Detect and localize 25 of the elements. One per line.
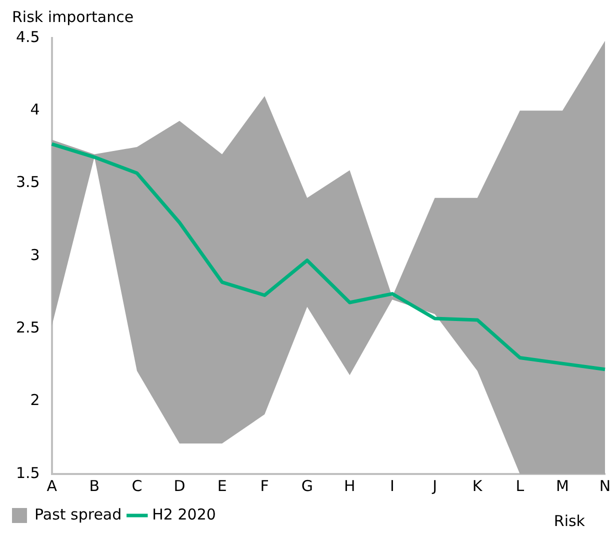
x-tick-label: F (260, 476, 269, 495)
x-tick-label: I (390, 476, 394, 495)
x-tick-label: G (301, 476, 313, 495)
y-axis-title: Risk importance (12, 8, 134, 26)
x-tick-label: E (217, 476, 227, 495)
x-tick-label: C (132, 476, 142, 495)
legend-label: H2 2020 (152, 505, 216, 524)
x-tick-label: J (432, 476, 438, 495)
y-tick-label: 2 (30, 391, 40, 410)
x-tick-label: N (599, 476, 611, 495)
y-tick-label: 1.5 (16, 464, 40, 482)
x-tick-label: L (516, 476, 525, 495)
x-tick-label: B (89, 476, 100, 495)
legend-label: Past spread (34, 505, 122, 524)
y-tick-label: 3.5 (16, 173, 40, 192)
x-tick-label: H (344, 476, 356, 495)
x-tick-label: A (46, 476, 58, 495)
x-axis-title: Risk (554, 512, 585, 530)
x-tick-label: M (556, 476, 569, 495)
y-tick-label: 4 (30, 100, 40, 119)
x-tick-label: D (174, 476, 186, 495)
y-tick-label: 3 (30, 246, 40, 264)
y-tick-label: 2.5 (16, 318, 40, 337)
y-tick-label: 4.5 (16, 28, 40, 46)
x-tick-label: K (472, 476, 484, 495)
